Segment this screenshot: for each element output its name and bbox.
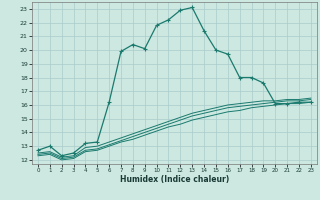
X-axis label: Humidex (Indice chaleur): Humidex (Indice chaleur)	[120, 175, 229, 184]
